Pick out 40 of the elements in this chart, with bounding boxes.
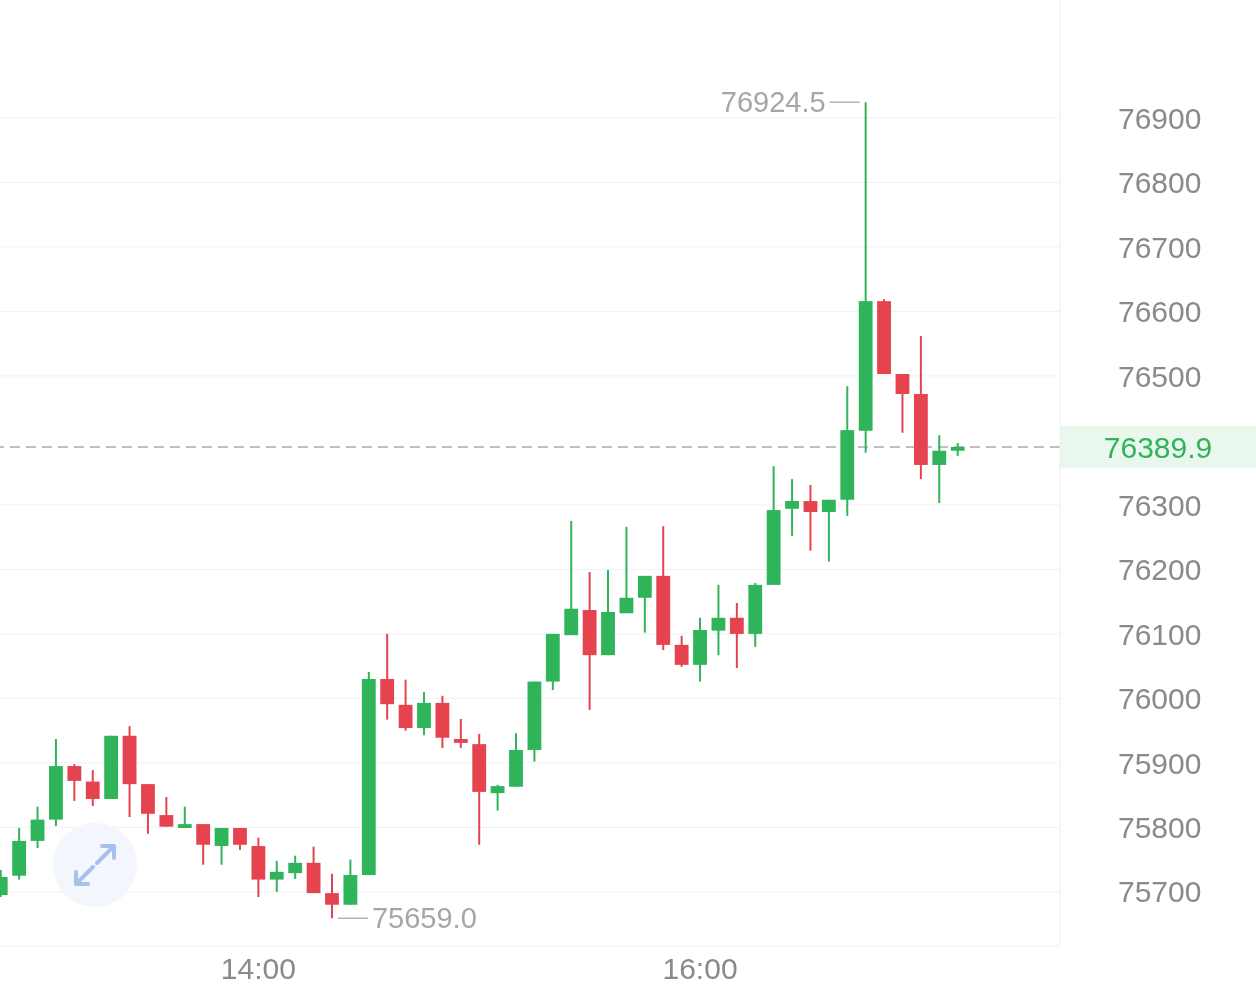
candlestick xyxy=(325,872,339,920)
candlestick xyxy=(803,483,818,552)
candlestick xyxy=(490,783,505,812)
candlestick xyxy=(288,854,303,880)
candlestick xyxy=(177,805,192,829)
candlestick xyxy=(637,574,652,634)
x-tick-label: 14:00 xyxy=(220,952,296,984)
candlestick xyxy=(453,718,468,750)
y-tick-label: 76900 xyxy=(1118,101,1202,135)
y-tick-label: 76700 xyxy=(1118,230,1202,264)
y-tick-label: 75800 xyxy=(1118,811,1202,844)
annotation: 75659.0 xyxy=(371,902,477,935)
y-tick-label: 76100 xyxy=(1118,617,1202,651)
candlestick xyxy=(821,498,836,563)
candlestick xyxy=(196,823,211,866)
candlestick xyxy=(619,525,634,615)
candlestick xyxy=(398,678,413,732)
y-tick-label: 75900 xyxy=(1118,746,1202,780)
candlestick xyxy=(932,434,947,504)
candlestick xyxy=(214,826,229,866)
candlestick xyxy=(785,478,799,537)
y-tick-label: 76600 xyxy=(1118,295,1202,329)
x-tick-label: 16:00 xyxy=(662,952,738,984)
candlestick xyxy=(895,373,910,434)
candlestick xyxy=(269,859,284,893)
candlestick xyxy=(674,634,689,668)
candlestick xyxy=(729,601,744,670)
annotation: 76924.5 xyxy=(720,86,826,119)
y-tick-label: 76000 xyxy=(1118,682,1202,716)
candlestick xyxy=(85,768,100,808)
ref-line-label: 76389.9 xyxy=(1103,430,1213,464)
candlestick xyxy=(30,805,45,849)
y-tick-label: 76200 xyxy=(1118,553,1202,587)
candlestick xyxy=(159,796,174,828)
candlestick xyxy=(67,763,82,802)
y-tick-label: 75700 xyxy=(1118,875,1202,909)
y-tick-label: 76800 xyxy=(1118,166,1202,200)
candlestick xyxy=(711,583,726,657)
y-tick-label: 76300 xyxy=(1118,488,1202,522)
y-tick-label: 76500 xyxy=(1118,359,1202,393)
